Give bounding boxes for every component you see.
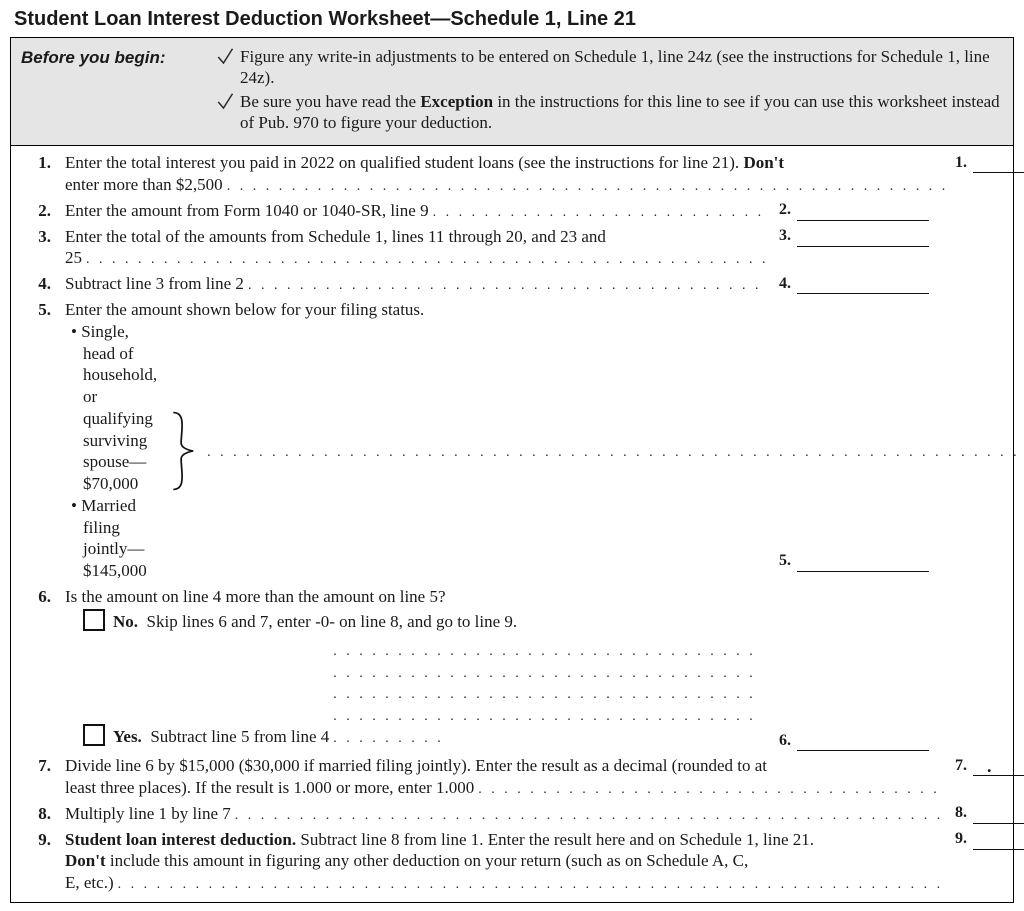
line-text: Enter the amount from Form 1040 or 1040-… [65,200,765,222]
amount-label: 2. [769,200,797,220]
line-text: Divide line 6 by $15,000 ($30,000 if mar… [65,755,945,799]
amount-input-8[interactable] [973,803,1024,824]
amount-label: 1. [945,153,973,173]
amount-label: 9. [945,829,973,849]
checkmark-icon [216,46,236,68]
line-3: 3. Enter the total of the amounts from S… [11,224,1013,272]
line-6-yes: Yes. Subtract line 5 from line 4 [65,636,765,752]
line-text: Enter the total of the amounts from Sche… [65,226,765,270]
amount-col-2: 3. [769,226,929,247]
line-5-filing-status: Single, head of household, or qualifying… [65,321,765,582]
amount-col-1: 1. [945,152,1024,173]
amount-label: 4. [769,274,797,294]
dot-leader [478,777,945,799]
line-1: 1. Enter the total interest you paid in … [11,150,1013,198]
line-number: 9. [11,829,65,851]
line-8: 8. Multiply line 1 by line 7 8. [11,801,1013,827]
amount-label: 7. [945,756,973,776]
line-9: 9. Student loan interest deduction. Subt… [11,827,1013,896]
amount-label: 8. [945,803,973,823]
amount-col-2: 6. [769,730,929,751]
worksheet-title: Student Loan Interest Deduction Workshee… [10,8,1014,38]
title-text: Student Loan Interest Deduction Workshee… [14,8,636,30]
checkbox-no[interactable] [83,609,105,631]
line-text: Subtract line 3 from line 2 [65,273,765,295]
line-number: 7. [11,755,65,777]
filing-status-option: Single, head of household, or qualifying… [65,321,157,495]
decimal-point: . [987,755,992,778]
checkmark-icon [216,91,236,113]
line-text: Is the amount on line 4 more than the am… [65,586,765,751]
amount-label: 6. [769,731,797,751]
dot-leader [433,200,765,222]
line-number: 2. [11,200,65,222]
line-4: 4. Subtract line 3 from line 2 4. [11,271,1013,297]
before-begin-text: Figure any write-in adjustments to be en… [240,46,1003,89]
checkbox-yes[interactable] [83,724,105,746]
line-7: 7. Divide line 6 by $15,000 ($30,000 if … [11,753,1013,801]
worksheet-root: Student Loan Interest Deduction Workshee… [10,8,1014,903]
line-number: 8. [11,803,65,825]
before-begin-item: Figure any write-in adjustments to be en… [216,46,1003,89]
line-2: 2. Enter the amount from Form 1040 or 10… [11,198,1013,224]
filing-status-list: Single, head of household, or qualifying… [65,321,157,582]
amount-label: 3. [769,226,797,246]
line-number: 4. [11,273,65,295]
amount-input-6[interactable] [797,730,929,751]
amount-input-1[interactable] [973,152,1024,173]
amount-input-2[interactable] [797,200,929,221]
line-text: Student loan interest deduction. Subtrac… [65,829,945,894]
amount-col-1: 9. [945,829,1024,850]
amount-col-1: 7. . [945,755,1024,776]
amount-input-4[interactable] [797,273,929,294]
line-number: 1. [11,152,65,174]
amount-col-2: 4. [769,273,929,294]
dot-leader [235,803,945,825]
line-text: Multiply line 1 by line 7 [65,803,945,825]
amount-input-3[interactable] [797,226,929,247]
dot-leader [227,174,945,196]
amount-col-2: 2. [769,200,929,221]
line-5: 5. Enter the amount shown below for your… [11,297,1013,584]
line-text: Enter the amount shown below for your fi… [65,299,765,582]
before-begin-text: Be sure you have read the Exception in t… [240,91,1003,134]
before-you-begin: Before you begin: Figure any write-in ad… [10,38,1014,146]
amount-col-1: 8. [945,803,1024,824]
brace-icon [157,321,207,582]
filing-status-option: Married filing jointly—$145,000 [65,495,157,582]
dot-leader [118,872,945,894]
line-6: 6. Is the amount on line 4 more than the… [11,584,1013,753]
dot-leader [248,273,765,295]
line-text: Enter the total interest you paid in 202… [65,152,945,196]
line-number: 3. [11,226,65,248]
before-begin-label: Before you begin: [21,46,216,135]
before-begin-item: Be sure you have read the Exception in t… [216,91,1003,134]
worksheet-lines: 1. Enter the total interest you paid in … [10,146,1014,903]
amount-input-9[interactable] [973,829,1024,850]
dot-leader [333,639,765,749]
dot-leader [86,247,765,269]
line-number: 6. [11,586,65,608]
line-6-no: No. Skip lines 6 and 7, enter -0- on lin… [65,608,765,636]
before-begin-items: Figure any write-in adjustments to be en… [216,46,1003,135]
dot-leader [207,440,1024,462]
amount-input-5[interactable] [797,551,929,572]
amount-input-7[interactable]: . [973,755,1024,776]
line-number: 5. [11,299,65,321]
